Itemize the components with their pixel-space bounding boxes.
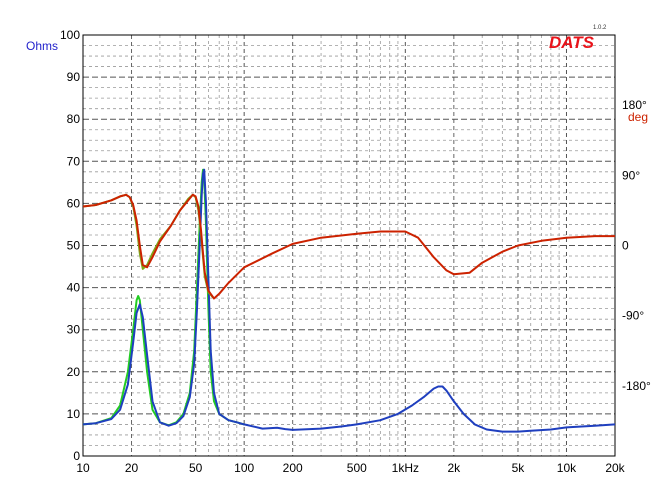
y2-tick-label: -90° — [622, 309, 644, 323]
x-tick-labels: 10 20 50 100 200 500 1kHz 2k 5k 10k 20k — [76, 461, 625, 475]
y-tick-label: 40 — [67, 281, 81, 295]
x-tick-label: 200 — [283, 461, 303, 475]
y-tick-label: 50 — [67, 239, 81, 253]
dats-logo: DATS — [549, 33, 595, 52]
series-line-2 — [82, 168, 616, 433]
x-tick-label: 500 — [347, 461, 367, 475]
y-axis-unit-label: Ohms — [26, 39, 58, 53]
y2-tick-label: 0 — [622, 239, 629, 253]
series-line-3 — [82, 193, 215, 300]
x-tick-label: 20 — [125, 461, 139, 475]
y-tick-label: 80 — [67, 112, 81, 126]
grid-minor — [83, 35, 615, 456]
y2-tick-label: 180° — [622, 98, 647, 112]
series-line-1 — [82, 168, 245, 427]
x-tick-label: 5k — [512, 461, 526, 475]
y2-tick-label: 90° — [622, 168, 640, 182]
series-line-4 — [82, 193, 615, 300]
x-tick-label: 10k — [557, 461, 577, 475]
y-tick-label: 90 — [67, 70, 81, 84]
y2-axis-unit-label: deg — [628, 110, 648, 124]
y-tick-label: 100 — [60, 28, 80, 42]
y2-tick-label: -180° — [622, 379, 651, 393]
y-tick-label: 30 — [67, 323, 81, 337]
plot-frame — [82, 34, 616, 457]
y-tick-label: 60 — [67, 196, 81, 210]
x-tick-label: 2k — [447, 461, 461, 475]
logo-version: 1.0.2 — [593, 25, 607, 31]
y-tick-labels: 0 10 20 30 40 50 60 70 80 90 100 — [60, 28, 80, 463]
y-tick-label: 10 — [67, 407, 81, 421]
x-tick-label: 100 — [234, 461, 254, 475]
x-tick-label: 10 — [76, 461, 90, 475]
x-tick-label: 50 — [189, 461, 203, 475]
series-layer — [82, 168, 616, 433]
y-tick-label: 70 — [67, 154, 81, 168]
y2-tick-labels: 180° 90° 0 -90° -180° — [622, 98, 651, 393]
y-tick-label: 0 — [73, 449, 80, 463]
y-tick-label: 20 — [67, 365, 81, 379]
x-tick-label: 20k — [605, 461, 625, 475]
x-tick-label: 1kHz — [392, 461, 419, 475]
